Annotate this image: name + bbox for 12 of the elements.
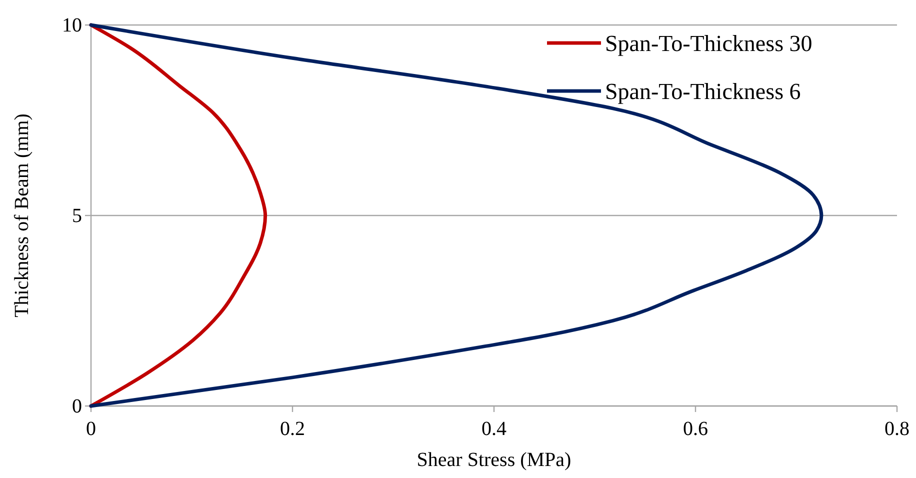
y-tick-label: 10 [62,14,82,36]
legend-label: Span-To-Thickness 6 [605,79,801,104]
x-tick-label: 0.6 [683,418,708,440]
y-tick-label: 5 [72,204,82,227]
x-axis-title: Shear Stress (MPa) [416,449,572,471]
x-tick-label: 0.8 [884,418,910,440]
x-tick-label: 0.4 [482,418,506,440]
y-tick-label: 0 [72,395,82,418]
x-tick-label: 0.2 [280,418,305,440]
x-tick-label: 0 [86,418,96,440]
y-axis-title: Thickness of Beam (mm) [11,114,33,318]
legend-label: Span-To-Thickness 30 [605,31,812,56]
